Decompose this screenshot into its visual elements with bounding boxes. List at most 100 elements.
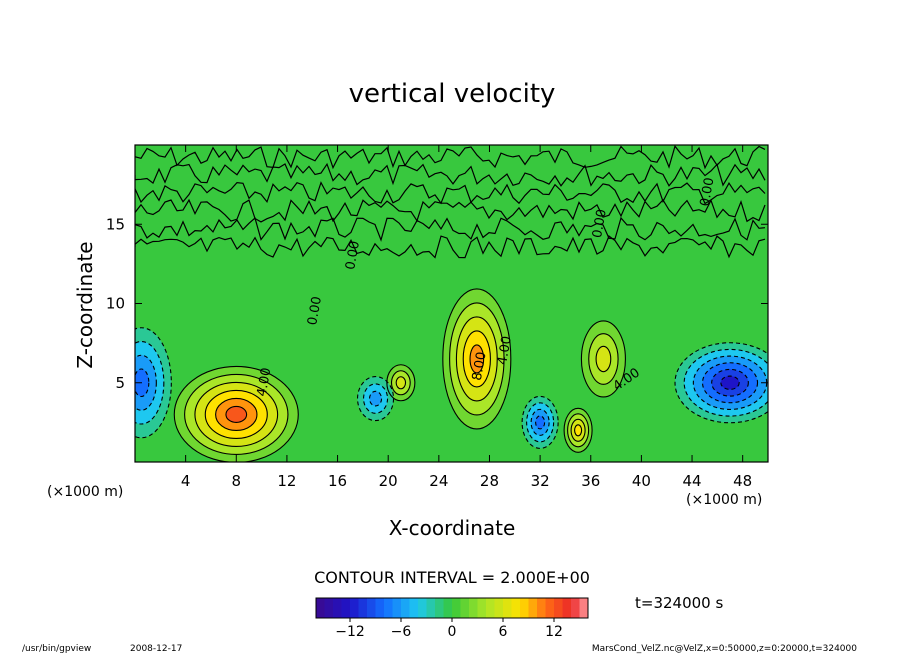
- colorbar-cell: [375, 598, 385, 618]
- field-feature-7: [357, 376, 394, 421]
- field-level: [369, 391, 382, 406]
- field-level: [396, 376, 406, 389]
- colorbar-ticks: −12 −6 0 6 12: [335, 618, 563, 640]
- y-axis: 5 10 15: [106, 215, 768, 392]
- contour-line: [386, 364, 416, 402]
- contour-line: [535, 415, 546, 430]
- contour-line: [526, 402, 555, 443]
- contour-value-label: 4.00: [495, 335, 515, 366]
- contour-line: [362, 383, 389, 414]
- contour-line: [462, 330, 491, 388]
- colorbar-cell: [392, 598, 402, 618]
- colorbar-cell: [324, 598, 334, 618]
- colorbar-cell: [520, 598, 529, 618]
- contour-line: [711, 368, 749, 397]
- colorbar-cell: [460, 598, 470, 618]
- field-feature-6: [522, 396, 559, 449]
- contour-line: [588, 333, 619, 385]
- x-tick-label: 48: [733, 472, 752, 490]
- colorbar-cell: [384, 598, 393, 618]
- x-tick-label: 36: [581, 472, 600, 490]
- contour-line: [135, 340, 165, 425]
- field-level: [535, 415, 545, 429]
- contour-value-label: 0.00: [698, 176, 718, 207]
- x-unit-label: (×1000 m): [686, 492, 762, 508]
- colorbar-tick-label: −12: [335, 624, 365, 640]
- x-tick-label: 44: [682, 472, 701, 490]
- contour-value-label: 0.00: [590, 208, 610, 239]
- field-feature-1: [442, 288, 511, 429]
- colorbar-cell: [579, 598, 589, 618]
- x-tick-label: 40: [632, 472, 651, 490]
- colorbar-cell: [435, 598, 444, 618]
- time-label: t=324000 s: [635, 594, 723, 612]
- contour-line: [449, 302, 505, 416]
- colorbar-cell: [554, 598, 563, 618]
- field-feature-0: [174, 366, 299, 462]
- contour-line: [215, 397, 258, 432]
- colorbar-cell: [545, 598, 555, 618]
- contour-line: [442, 288, 512, 430]
- contour-line: [455, 316, 498, 402]
- colorbar-cell: [426, 598, 436, 618]
- contour-value-label: 0.00: [305, 295, 325, 326]
- contour-interval: CONTOUR INTERVAL = 2.000E+00: [314, 568, 590, 587]
- contour-value-label: 8.00: [470, 351, 490, 382]
- contour-line: [674, 342, 768, 424]
- x-tick-label: 24: [429, 472, 448, 490]
- field-feature-4: [386, 364, 415, 401]
- contour-line: [135, 354, 157, 411]
- field-level: [596, 346, 611, 372]
- contour-line: [184, 373, 289, 456]
- velocity-field: [135, 288, 768, 462]
- zero-contour: [135, 181, 766, 205]
- zero-contour: [135, 162, 766, 187]
- colorbar-cell: [443, 598, 453, 618]
- field-level: [574, 424, 582, 436]
- zero-contour: [135, 198, 766, 223]
- contour-line: [574, 424, 583, 437]
- contour-line: [194, 381, 279, 448]
- contour-line: [204, 389, 268, 440]
- colorbar-cell: [537, 598, 546, 618]
- colorbar-tick-label: −6: [391, 624, 412, 640]
- field-feature-3: [581, 320, 626, 397]
- date-stamp: 2008-12-17: [130, 644, 182, 654]
- field-feature-5: [675, 342, 768, 423]
- x-tick-label: 4: [181, 472, 191, 490]
- colorbar-cell: [401, 598, 410, 618]
- x-tick-label: 28: [480, 472, 499, 490]
- contour-line: [390, 370, 411, 396]
- colorbar-cell: [452, 598, 461, 618]
- colorbar-cell: [367, 598, 376, 618]
- colorbar-cell: [333, 598, 342, 618]
- colorbar-cell: [571, 598, 580, 618]
- y-tick-label: 10: [106, 295, 125, 313]
- colorbar-cell: [503, 598, 512, 618]
- colorbar-cell: [350, 598, 359, 618]
- colorbar-cell: [341, 598, 351, 618]
- contour-line: [395, 376, 407, 390]
- x-tick-label: 8: [232, 472, 242, 490]
- contour-line: [720, 375, 740, 390]
- x-tick-label: 20: [379, 472, 398, 490]
- contour-line: [173, 365, 299, 462]
- x-axis: 4 8 12 16 20 24 28 32 36 40 44 48: [181, 145, 752, 490]
- colorbar-cell: [358, 598, 368, 618]
- zero-contour: [135, 235, 766, 259]
- contour-line: [530, 408, 550, 436]
- chart-title: vertical velocity: [349, 79, 556, 109]
- contour-line: [225, 405, 248, 424]
- x-axis-label: X-coordinate: [389, 516, 516, 540]
- colorbar-tick-label: 12: [545, 624, 563, 640]
- field-level: [225, 406, 247, 423]
- field-level: [720, 376, 740, 390]
- zero-contour: [135, 145, 766, 170]
- contour-line: [368, 390, 383, 407]
- colorbar-cell: [494, 598, 504, 618]
- program-path: /usr/bin/gpview: [22, 644, 91, 654]
- contour-line: [469, 344, 485, 374]
- zero-contour: [135, 216, 766, 242]
- colorbar-cell: [562, 598, 572, 618]
